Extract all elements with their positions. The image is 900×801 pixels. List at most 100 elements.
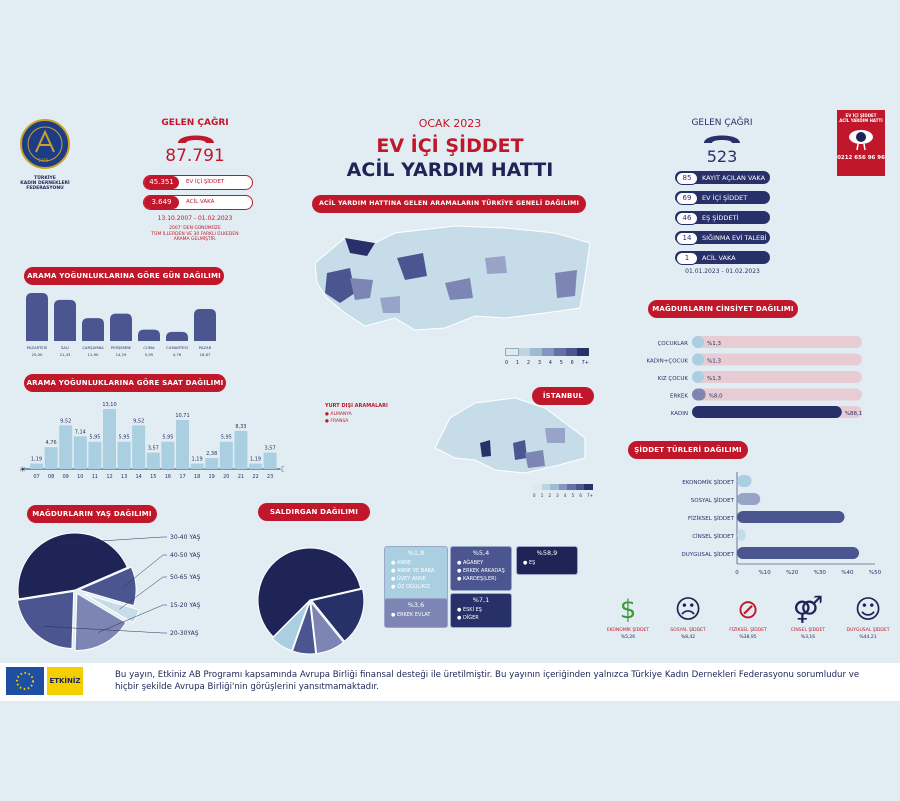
aggressor-legend-3-pct: %58,9 xyxy=(536,549,558,557)
hotline-badge: EV İÇİ ŞİDDET ACİL YARDIM HATTI 0212 656… xyxy=(837,110,885,176)
day-value-label: 4,76 xyxy=(173,352,182,357)
hour-value-label: 3,57 xyxy=(148,446,159,452)
etkiniz-logo: ETKİNİZ xyxy=(47,667,83,695)
aggressor-legend-1-pct: %1,8 xyxy=(407,549,425,557)
hotline-badge-line1: EV İÇİ ŞİDDET xyxy=(845,113,877,118)
footer-text-2: hiçbir şekilde Avrupa Birliği'nin görüşl… xyxy=(115,682,379,692)
hour-category-label: 15 xyxy=(150,474,156,480)
hotline-badge-line2: ACİL YARDIM HATTI xyxy=(839,118,883,123)
hour-value-label: 9,52 xyxy=(133,418,144,424)
aggressor-legend-1-item-3-label: ÜVEY ANNE xyxy=(396,576,426,582)
violence-icon-label: FİZİKSEL ŞİDDET xyxy=(729,628,767,633)
violence-category-label: DUYGUSAL ŞİDDET xyxy=(682,551,735,558)
day-value-label: 14,29 xyxy=(116,352,127,357)
age-pie-chart: 30-40 YAŞ 40-50 YAŞ 50-65 YAŞ 15-20 YAŞ 20-3… xyxy=(16,532,201,651)
violence-bar xyxy=(737,511,845,523)
hour-value-label: 3,57 xyxy=(265,446,276,452)
angry-woman-icon: ☹ xyxy=(674,595,702,625)
gender-track xyxy=(692,371,862,383)
istanbul-map xyxy=(434,397,586,474)
age-leader-line xyxy=(42,626,167,634)
gender-category-label: KADIN xyxy=(671,411,688,417)
day-category-label: CUMARTESİ xyxy=(166,345,188,350)
hour-category-label: 12 xyxy=(106,474,112,480)
aggressor-slice xyxy=(310,600,345,655)
day-value-label: 5,95 xyxy=(145,352,154,357)
right-call-row-3-label: EŞ ŞİDDETİ xyxy=(702,214,739,222)
right-calls-label: GELEN ÇAĞRI xyxy=(691,118,753,128)
hour-bar xyxy=(59,425,73,469)
day-value-label: 16,67 xyxy=(200,352,211,357)
aggressor-legend-2-item-2-label: ERKEK ARKADAŞ xyxy=(462,568,505,574)
day-bar xyxy=(54,299,76,341)
hour-value-label: 1,19 xyxy=(250,457,261,463)
right-call-row-5-label: ACİL VAKA xyxy=(702,254,736,262)
violence-icon-label: CİNSEL ŞİDDET xyxy=(790,628,826,633)
right-call-row-2: 69 EV İÇİ ŞİDDET xyxy=(675,191,770,205)
aggressor-legend-2-item-2: ● ERKEK ARKADAŞ xyxy=(457,568,505,574)
sun-icon: ☀ xyxy=(19,465,26,474)
gender-value-label: %1,3 xyxy=(707,341,721,347)
violence-icon-row: $ EKONOMİK ŞİDDET %5,26 ☹ SOSYAL ŞİDDET %8,42… xyxy=(598,592,898,654)
right-call-row-4: 14 SIĞINMA EVİ TALEBİ xyxy=(675,231,770,245)
hour-category-label: 20 xyxy=(223,474,229,480)
abroad-title: YURT DIŞI ARAMALARI xyxy=(325,403,388,409)
phone-icon-right xyxy=(704,135,740,143)
aggressor-legend-2-pct: %5,4 xyxy=(472,549,490,557)
hour-bar xyxy=(132,425,146,469)
left-call-row-1-value: 45.351 xyxy=(144,176,179,189)
hour-bar xyxy=(161,441,175,469)
abroad-country-1-label: ALMANYA xyxy=(330,412,352,417)
moon-icon: ☾ xyxy=(280,465,287,474)
hour-bar xyxy=(146,452,160,469)
age-chart-title: MAĞDURLARIN YAŞ DAĞILIMI xyxy=(27,505,157,523)
gender-chart-title: MAĞDURLARIN CİNSİYET DAĞILIMI xyxy=(648,300,798,318)
hour-category-label: 14 xyxy=(136,474,142,480)
day-value-label: 11,90 xyxy=(88,352,99,357)
gender-track xyxy=(692,336,862,348)
page-title-line1: EV İÇİ ŞİDDET xyxy=(376,135,524,157)
hour-value-label: 5,95 xyxy=(89,435,100,441)
day-category-label: PERŞEMBE xyxy=(111,345,132,350)
legend-tick: 0 xyxy=(533,493,536,498)
right-call-row-1-value: 85 xyxy=(676,172,698,185)
hour-bar xyxy=(234,430,248,469)
hour-chart: ☀ ☾ 1,19 07 4,76 08 9,52 09 7,14 10 5,95 11 13,10 12 5… xyxy=(19,402,287,480)
aggressor-legend-1-item-2: ● ANNE VE BABA xyxy=(391,568,435,574)
left-call-row-2-value: 3.649 xyxy=(144,196,179,209)
aggressor-legend-3-item-1-label: EŞ xyxy=(528,560,536,566)
aggressor-legend-5: %7,1 ● ESKİ EŞ ● DİĞER xyxy=(450,593,512,628)
day-chart: PAZARTESİ 25,00 SALI 21,43 ÇARŞAMBA 11,90 PERŞ… xyxy=(26,293,216,357)
aggressor-legend-2-item-3-label: KARDEŞ(LER) xyxy=(462,576,497,582)
right-call-row-2-label: EV İÇİ ŞİDDET xyxy=(702,194,748,202)
aggressor-slice xyxy=(310,588,365,642)
age-leader-line xyxy=(61,536,167,544)
hour-value-label: 7,14 xyxy=(75,429,86,435)
logo-text-2: KADIN DERNEKLERİ xyxy=(20,181,70,186)
gender-bar xyxy=(692,388,706,401)
aggressor-legend-1-item-4-label: ÖZ OĞUL/KIZ xyxy=(396,584,431,590)
gender-track xyxy=(692,388,862,401)
gender-value-label: %1,3 xyxy=(707,376,721,382)
left-call-row-1-label: EV İÇİ ŞİDDET xyxy=(186,179,225,185)
legend-tick: 3 xyxy=(556,493,559,498)
left-call-row-2: 3.649 ACİL VAKA xyxy=(143,195,253,210)
hour-bar xyxy=(88,441,102,469)
hour-category-label: 08 xyxy=(48,474,54,480)
age-slice xyxy=(74,592,127,651)
right-call-row-4-value: 14 xyxy=(676,232,698,245)
hotline-badge-number: 0212 656 96 96 xyxy=(837,155,885,161)
aggressor-slice xyxy=(257,547,362,638)
aggressor-legend-4-item-1: ● ERKEK EVLAT xyxy=(391,612,431,618)
age-slice xyxy=(16,590,75,649)
violence-icon-label: SOSYAL ŞİDDET xyxy=(670,628,706,633)
hour-bar xyxy=(30,463,43,469)
eu-flag xyxy=(6,667,44,695)
violence-bar xyxy=(737,493,761,505)
legend-tick: 5 xyxy=(559,360,563,366)
aggressor-legend-4-pct: %3,6 xyxy=(407,601,425,609)
day-bar xyxy=(138,329,160,341)
right-call-row-1: 85 KAYIT AÇILAN VAKA xyxy=(675,171,770,185)
crying-woman-icon: ☺ xyxy=(854,595,882,625)
gender-symbols-icon: ⚤ xyxy=(792,595,824,625)
